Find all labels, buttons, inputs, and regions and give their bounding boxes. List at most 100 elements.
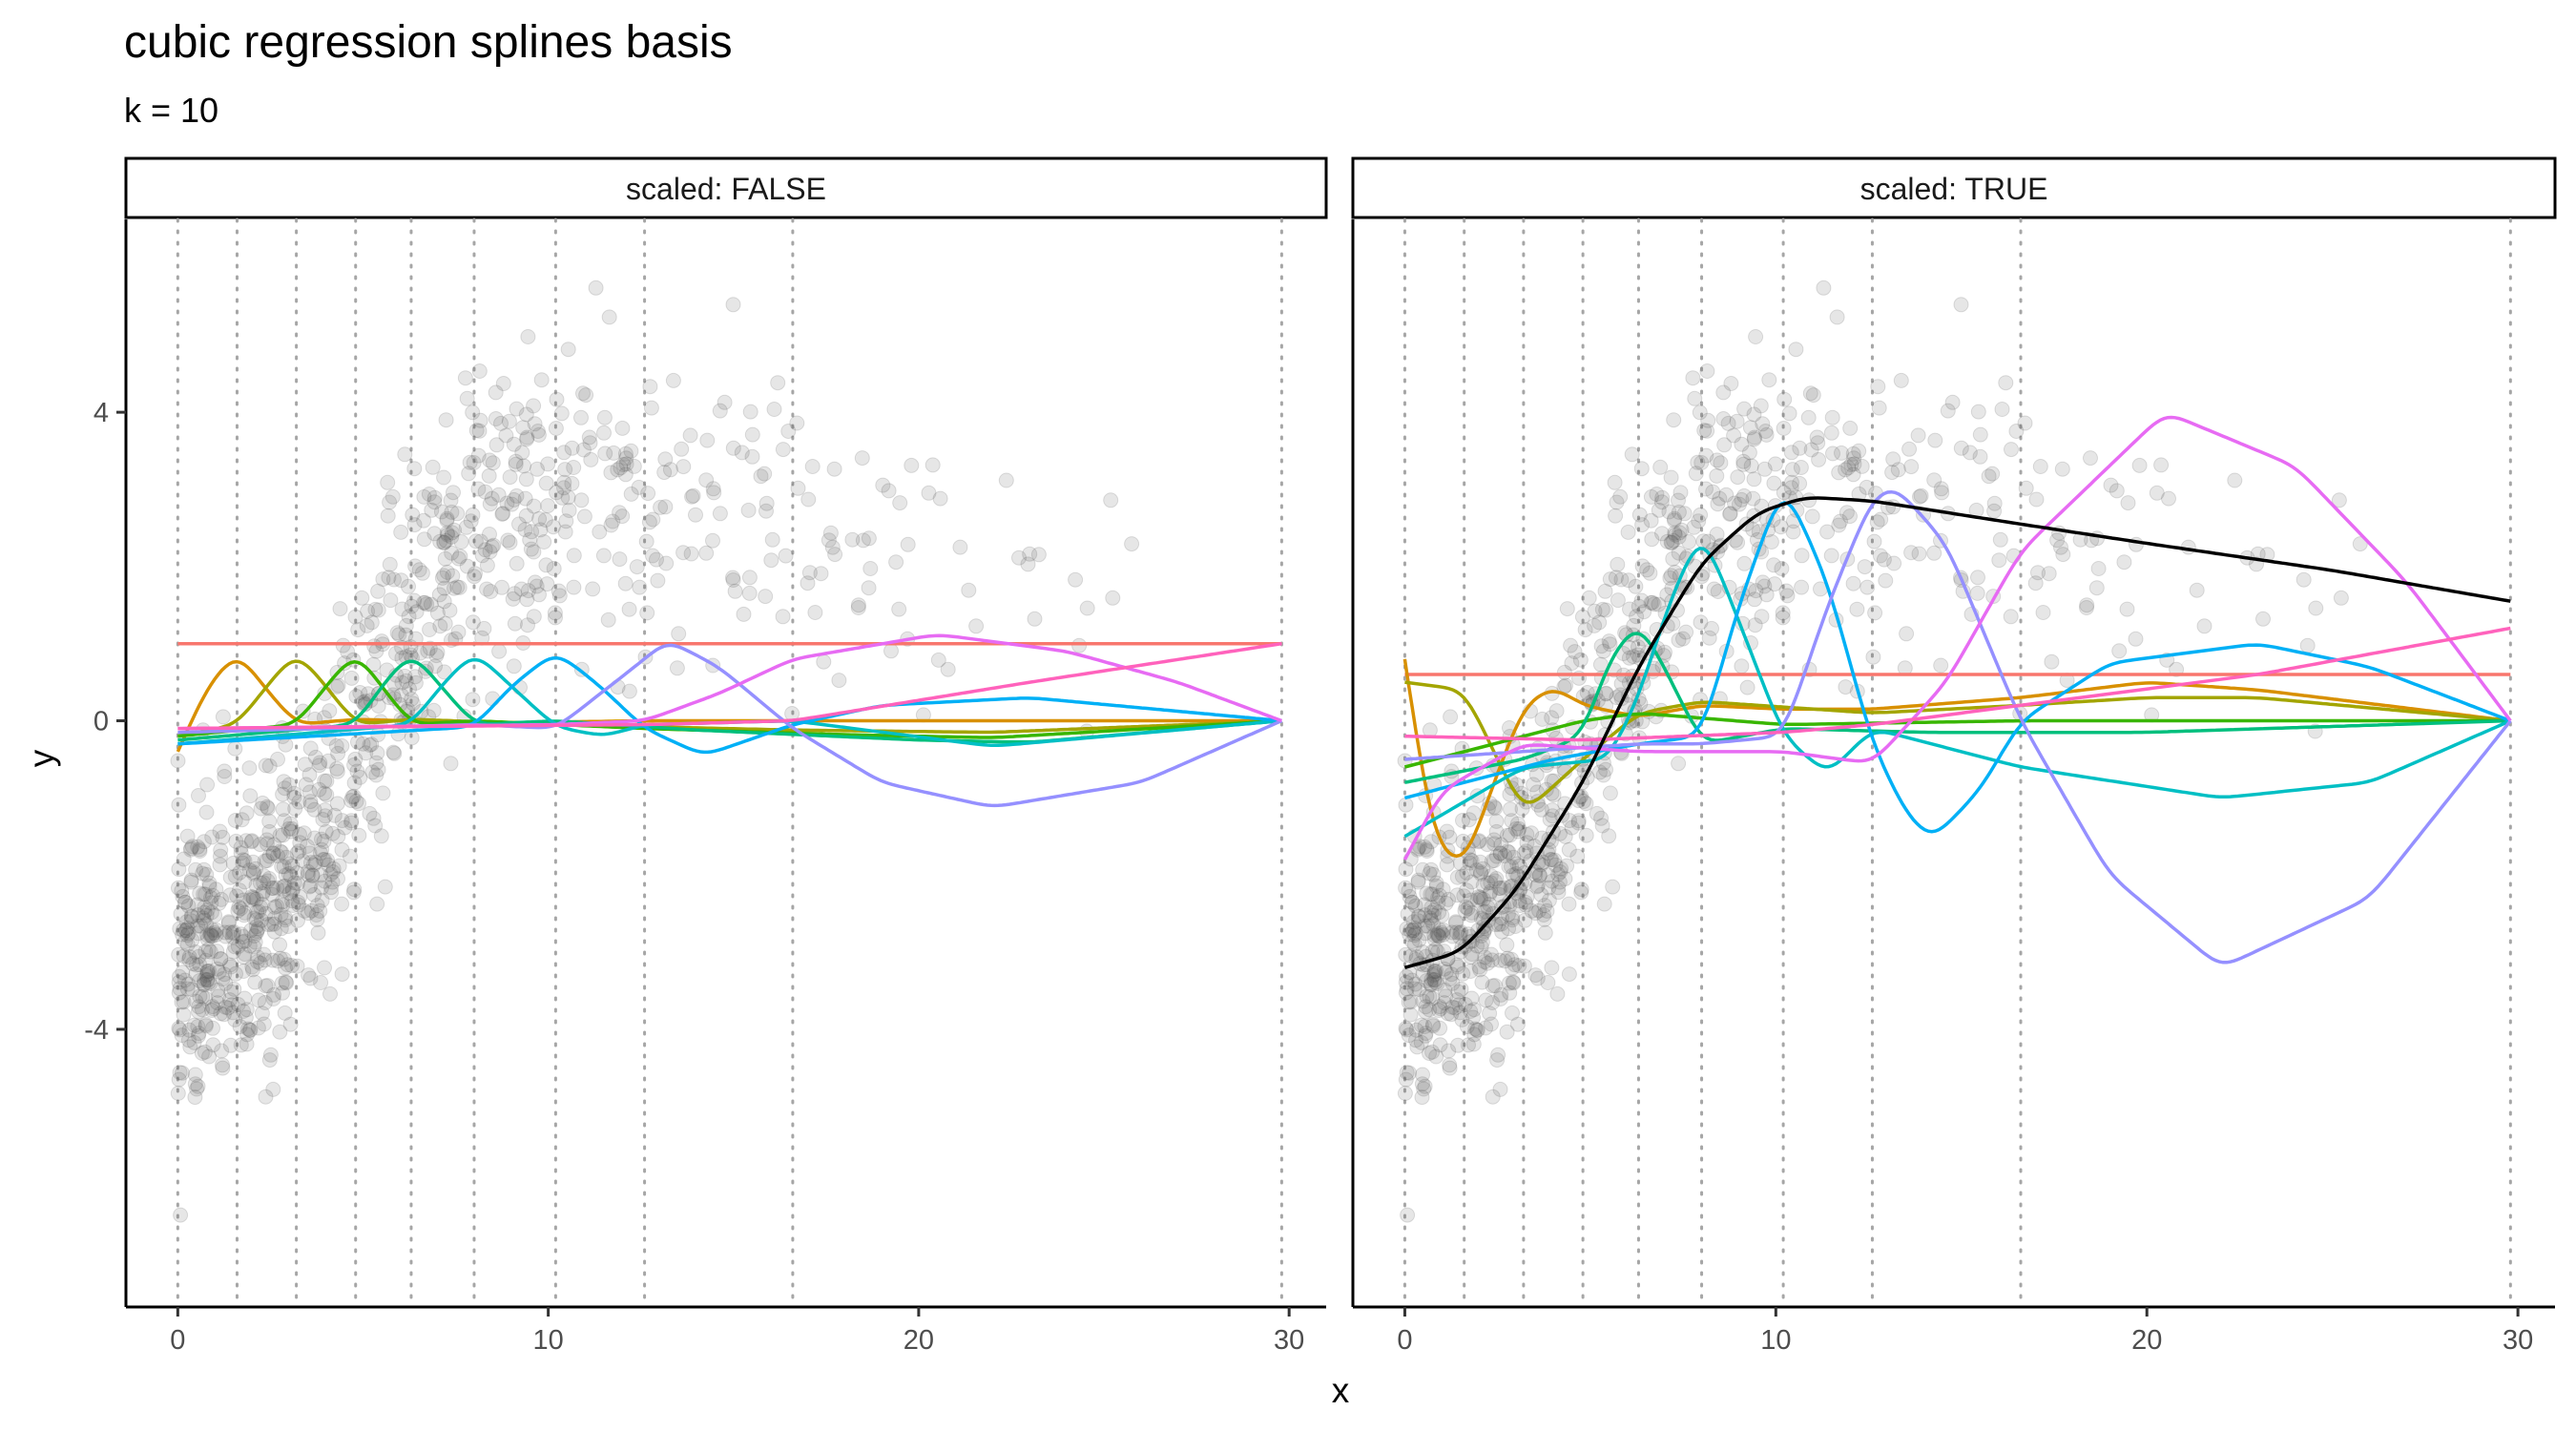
scatter-point [404,691,420,707]
scatter-point [1415,861,1431,878]
scatter-point [1531,902,1548,919]
scatter-point [246,928,262,944]
scatter-point [509,555,525,571]
scatter-point [248,891,264,907]
scatter-point [1602,636,1618,653]
scatter-point [246,939,262,955]
scatter-point [1970,404,1986,420]
scatter-point [540,456,556,472]
scatter-point [1433,924,1449,941]
scatter-point [1544,960,1560,976]
scatter-point [266,910,282,926]
scatter-point [479,557,495,573]
scatter-point [212,857,228,873]
scatter-point [436,534,452,550]
scatter-point [1913,487,1929,504]
scatter-point [278,867,294,883]
scatter-point [1538,781,1554,798]
scatter-point [1747,591,1762,608]
scatter-point [270,751,285,767]
scatter-point [197,900,213,916]
scatter-point [1550,880,1567,896]
scatter-point [1469,938,1485,954]
scatter-point [1981,468,1997,485]
scatter-point [1428,875,1444,891]
scatter-point [576,508,592,525]
scatter-point [204,928,220,944]
scatter-point [1404,894,1421,910]
scatter-point [248,878,264,893]
scatter-point [1803,442,1819,458]
scatter-point [827,547,843,563]
scatter-point [319,773,335,789]
scatter-point [1805,387,1821,404]
scatter-point [307,854,323,870]
scatter-point [301,767,318,783]
scatter-point [196,861,212,878]
scatter-point [780,424,797,439]
scatter-point [428,648,445,664]
scatter-point [1402,1006,1419,1023]
scatter-point [1544,710,1560,726]
scatter-point [191,1004,206,1020]
scatter-point [317,773,333,789]
scatter-point [244,959,260,975]
scatter-point [665,372,681,388]
scatter-point [1420,918,1436,934]
scatter-point [1419,973,1435,988]
scatter-point [520,329,536,344]
basis-function-2 [1402,658,2511,859]
scatter-point [547,605,563,621]
scatter-point [248,919,264,935]
scatter-point [1484,853,1500,869]
scatter-point [184,932,200,948]
scatter-point [209,961,225,977]
scatter-point [1911,546,1927,562]
scatter-point [330,677,346,694]
scatter-point [236,949,252,965]
scatter-point [227,1011,243,1027]
scatter-point [312,755,328,771]
scatter-point [1413,1017,1429,1033]
scatter-point [1430,895,1446,911]
scatter-point [1444,966,1460,983]
scatter-point [1718,487,1735,503]
scatter-point [1739,679,1755,695]
scatter-point [2299,637,2316,653]
scatter-point [431,587,447,603]
scatter-point [2149,485,2165,501]
scatter-point [2189,582,2205,598]
scatter-point [1423,912,1439,928]
scatter-point [623,443,639,459]
scatter-point [1027,611,1043,627]
scatter-point [1710,544,1726,560]
scatter-point [457,370,473,386]
scatter-point [1519,889,1535,905]
scatter-point [548,610,563,626]
scatter-point [612,505,628,521]
scatter-point [523,541,539,557]
scatter-point [1417,907,1433,923]
scatter-point [297,757,313,773]
scatter-point [1651,596,1667,612]
scatter-point [1838,462,1854,478]
scatter-point [224,929,240,945]
scatter-point [296,825,312,841]
scatter-point [198,917,215,932]
scatter-point [1549,985,1566,1002]
scatter-point [419,596,435,612]
scatter-point [1746,406,1762,423]
scatter-point [600,612,616,628]
scatter-point [276,859,292,875]
scatter-point [264,886,280,902]
scatter-point [189,897,205,913]
scatter-point [578,387,594,404]
scatter-point [213,951,229,967]
scatter-point [266,923,282,940]
scatter-point [1488,871,1505,886]
scatter-point [1843,457,1859,472]
scatter-point [632,579,648,595]
scatter-point [213,1006,229,1022]
scatter-point [1488,813,1505,829]
basis-function-9 [1402,415,2512,861]
